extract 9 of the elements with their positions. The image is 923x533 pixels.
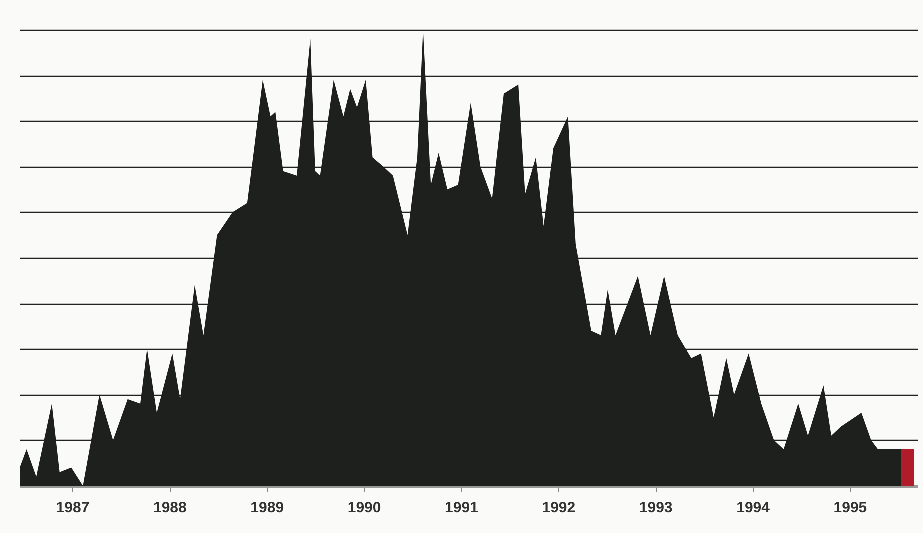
x-tick-label: 1990 (348, 500, 382, 516)
x-tick-label: 1993 (639, 500, 673, 516)
x-tick-label: 1994 (736, 500, 771, 516)
x-tick-label: 1992 (542, 500, 576, 516)
x-tick-label: 1995 (834, 500, 868, 516)
x-tick-label: 1991 (445, 500, 478, 516)
x-tick-label: 1987 (56, 500, 90, 516)
x-tick-label: 1989 (250, 500, 284, 516)
x-tick-label: 1988 (153, 500, 187, 516)
